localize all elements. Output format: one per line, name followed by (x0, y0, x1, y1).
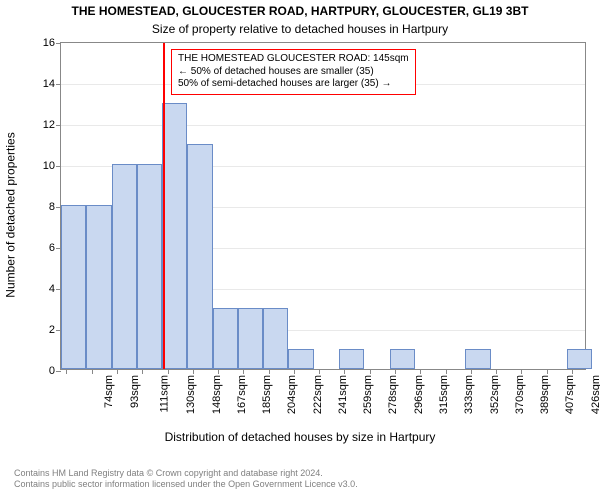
histogram-bar (187, 144, 212, 370)
plot-area: 0246810121416 THE HOMESTEAD GLOUCESTER R… (60, 42, 586, 370)
annotation-line3: 50% of semi-detached houses are larger (… (178, 78, 409, 91)
x-tick-label: 407sqm (565, 375, 577, 414)
y-axis-label-wrap: Number of detached properties (2, 0, 20, 430)
x-tick-mark (193, 369, 194, 374)
x-tick-mark (496, 369, 497, 374)
x-tick-label: 111sqm (159, 375, 171, 413)
y-tick-label: 12 (43, 119, 61, 131)
x-tick-label: 315sqm (438, 375, 450, 414)
attribution-text: Contains HM Land Registry data © Crown c… (14, 468, 358, 491)
y-tick-label: 14 (43, 78, 61, 90)
y-axis-label: Number of detached properties (4, 132, 18, 297)
y-tick-label: 10 (43, 160, 61, 172)
y-tick-label: 8 (49, 201, 61, 213)
x-tick-mark (168, 369, 169, 374)
x-tick-label: 93sqm (129, 375, 141, 408)
x-tick-label: 130sqm (185, 375, 197, 414)
x-tick-mark (395, 369, 396, 374)
histogram-bar (390, 349, 415, 370)
x-tick-label: 148sqm (211, 375, 223, 414)
x-tick-mark (294, 369, 295, 374)
y-tick-label: 16 (43, 37, 61, 49)
y-tick-label: 2 (49, 324, 61, 336)
x-tick-mark (117, 369, 118, 374)
x-tick-mark (370, 369, 371, 374)
annotation-line2: ← 50% of detached houses are smaller (35… (178, 66, 409, 79)
histogram-bar (339, 349, 364, 370)
x-tick-label: 167sqm (236, 375, 248, 414)
x-tick-mark (420, 369, 421, 374)
x-tick-mark (319, 369, 320, 374)
x-tick-label: 389sqm (539, 375, 551, 414)
x-tick-mark (66, 369, 67, 374)
histogram-bar (61, 205, 86, 369)
x-tick-label: 352sqm (489, 375, 501, 414)
x-tick-mark (269, 369, 270, 374)
annotation-line1: THE HOMESTEAD GLOUCESTER ROAD: 145sqm (178, 53, 409, 66)
y-tick-label: 6 (49, 242, 61, 254)
chart-title-line2: Size of property relative to detached ho… (0, 22, 600, 36)
x-tick-mark (446, 369, 447, 374)
x-tick-mark (547, 369, 548, 374)
x-tick-mark (344, 369, 345, 374)
x-tick-label: 333sqm (463, 375, 475, 414)
x-tick-label: 241sqm (337, 375, 349, 414)
x-tick-label: 278sqm (388, 375, 400, 414)
x-tick-mark (142, 369, 143, 374)
x-axis-label: Distribution of detached houses by size … (0, 430, 600, 444)
histogram-bar (162, 103, 187, 370)
histogram-bar (263, 308, 288, 370)
x-tick-mark (471, 369, 472, 374)
x-tick-label: 204sqm (287, 375, 299, 414)
x-tick-mark (572, 369, 573, 374)
x-tick-label: 426sqm (590, 375, 600, 414)
chart-container: THE HOMESTEAD, GLOUCESTER ROAD, HARTPURY… (0, 0, 600, 500)
attribution-line2: Contains public sector information licen… (14, 479, 358, 490)
histogram-bar (86, 205, 111, 369)
histogram-bar (137, 164, 162, 369)
y-tick-label: 4 (49, 283, 61, 295)
x-tick-mark (218, 369, 219, 374)
chart-title-line1: THE HOMESTEAD, GLOUCESTER ROAD, HARTPURY… (0, 4, 600, 18)
x-tick-mark (92, 369, 93, 374)
histogram-bar (567, 349, 592, 370)
attribution-line1: Contains HM Land Registry data © Crown c… (14, 468, 358, 479)
x-tick-mark (521, 369, 522, 374)
histogram-bar (288, 349, 313, 370)
annotation-box: THE HOMESTEAD GLOUCESTER ROAD: 145sqm ← … (171, 49, 416, 95)
histogram-bar (112, 164, 137, 369)
x-tick-label: 370sqm (514, 375, 526, 414)
x-tick-label: 296sqm (413, 375, 425, 414)
histogram-bar (213, 308, 238, 370)
subject-marker-line (163, 43, 165, 369)
x-tick-label: 185sqm (261, 375, 273, 414)
histogram-bar (238, 308, 263, 370)
x-tick-label: 259sqm (362, 375, 374, 414)
y-gridline (61, 125, 585, 126)
histogram-bar (465, 349, 490, 370)
x-tick-label: 222sqm (312, 375, 324, 414)
y-tick-label: 0 (49, 365, 61, 377)
x-tick-mark (243, 369, 244, 374)
x-tick-label: 74sqm (103, 375, 115, 408)
